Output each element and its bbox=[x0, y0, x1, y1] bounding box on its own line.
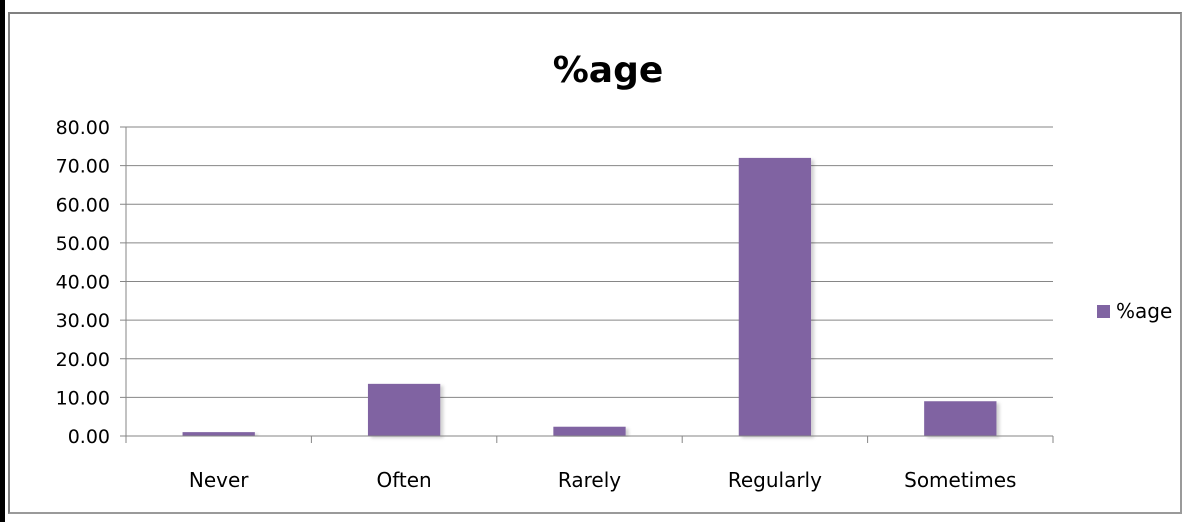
y-axis-tick-label: 40.00 bbox=[56, 272, 110, 294]
x-axis-label-rarely: Rarely bbox=[558, 468, 621, 492]
y-axis-tick-label: 30.00 bbox=[56, 310, 110, 332]
bars bbox=[182, 157, 997, 436]
chart-title: %age bbox=[553, 50, 664, 91]
x-axis-category-labels: Never Often Rarely Regularly Sometimes bbox=[189, 468, 1017, 492]
x-axis-label-never: Never bbox=[189, 468, 249, 492]
bar-sometimes bbox=[924, 401, 997, 436]
y-axis-tick-label: 50.00 bbox=[56, 233, 110, 255]
bar-rarely bbox=[553, 426, 626, 436]
y-axis-tick-label: 80.00 bbox=[56, 117, 110, 139]
y-axis-tick-label: 70.00 bbox=[56, 156, 110, 178]
y-axis-tick-label: 0.00 bbox=[68, 426, 110, 448]
y-axis-tick-label: 60.00 bbox=[56, 194, 110, 216]
window-left-edge bbox=[0, 0, 5, 522]
gridlines bbox=[126, 126, 1053, 398]
legend: %age bbox=[1097, 299, 1172, 323]
y-axis-tick-labels: 0.00 10.00 20.00 30.00 40.00 50.00 60.00 70.00 8… bbox=[56, 117, 110, 448]
x-axis-label-sometimes: Sometimes bbox=[904, 468, 1016, 492]
legend-swatch bbox=[1097, 305, 1110, 318]
bar-regularly bbox=[738, 157, 812, 436]
bar-often bbox=[367, 383, 441, 436]
legend-label-age: %age bbox=[1116, 299, 1172, 323]
y-axis-tick-label: 10.00 bbox=[56, 387, 110, 409]
x-axis-label-often: Often bbox=[376, 468, 431, 492]
axes bbox=[120, 126, 1054, 443]
x-axis-label-regularly: Regularly bbox=[728, 468, 822, 492]
bar-never bbox=[182, 432, 255, 436]
y-axis-tick-label: 20.00 bbox=[56, 349, 110, 371]
